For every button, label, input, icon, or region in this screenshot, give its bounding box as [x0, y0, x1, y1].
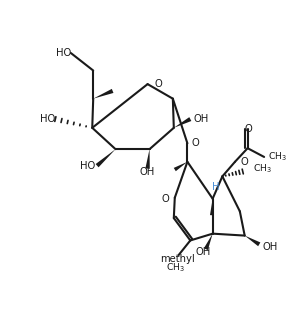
Text: OH: OH [195, 247, 211, 257]
Text: OH: OH [262, 242, 277, 252]
Text: O: O [191, 138, 199, 148]
Text: CH$_3$: CH$_3$ [166, 262, 185, 274]
Text: methyl: methyl [160, 254, 195, 264]
Polygon shape [245, 236, 260, 246]
Text: O: O [241, 157, 249, 167]
Text: O: O [161, 194, 169, 204]
Text: HO: HO [80, 161, 95, 171]
Polygon shape [93, 89, 114, 99]
Text: HO: HO [56, 48, 71, 58]
Polygon shape [204, 234, 213, 250]
Text: O: O [245, 124, 253, 134]
Text: HO: HO [40, 114, 55, 124]
Polygon shape [96, 149, 116, 167]
Text: OH: OH [193, 114, 208, 124]
Text: OH: OH [140, 166, 155, 176]
Polygon shape [174, 162, 187, 171]
Polygon shape [174, 117, 191, 128]
Text: CH$_3$: CH$_3$ [268, 151, 287, 163]
Text: CH$_3$: CH$_3$ [253, 162, 273, 175]
Polygon shape [145, 149, 150, 169]
Polygon shape [210, 199, 213, 215]
Text: O: O [154, 79, 162, 89]
Text: H: H [212, 182, 219, 192]
